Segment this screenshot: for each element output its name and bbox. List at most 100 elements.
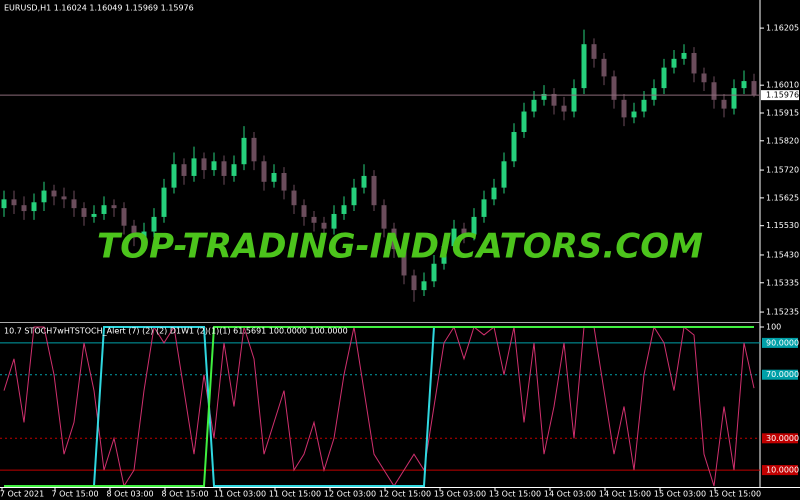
candle-body: [621, 99, 627, 118]
candle-body: [81, 208, 87, 217]
candle-body: [561, 105, 567, 112]
candle-body: [391, 228, 397, 250]
candle-body: [51, 190, 57, 197]
x-tick-label: 11 Oct 15:00: [269, 490, 321, 499]
time-axis: 7 Oct 2021 7 Oct 15:00 8 Oct 03:00 8 Oct 15…: [0, 487, 761, 499]
candle-body: [411, 275, 417, 291]
candle-body: [201, 158, 207, 171]
candle-body: [251, 137, 257, 162]
candle-body: [711, 82, 717, 100]
candle-body: [151, 216, 157, 232]
candle-body: [501, 161, 507, 188]
y-tick-label: 1.16010: [766, 81, 799, 90]
candle-body: [741, 81, 747, 89]
x-tick-label: 7 Oct 15:00: [51, 490, 98, 499]
candle-body: [671, 58, 677, 68]
candle-body: [61, 196, 67, 200]
x-tick-label: 12 Oct 03:00: [324, 490, 376, 499]
last-price-box: [761, 90, 799, 101]
y-tick-label: 1.15915: [766, 108, 799, 117]
x-tick-label: 8 Oct 15:00: [161, 490, 208, 499]
x-tick-label: 12 Oct 15:00: [379, 490, 431, 499]
last-price-label: 1.15976: [766, 91, 799, 100]
y-tick-label: 1.15625: [766, 193, 799, 202]
candle-body: [571, 88, 577, 112]
candle-body: [191, 158, 197, 176]
candle-body: [631, 111, 637, 118]
y-tick-label: 1.15235: [766, 308, 799, 317]
candle-body: [381, 205, 387, 229]
y-tick-label: 1.16205: [766, 24, 799, 33]
candle-body: [371, 175, 377, 206]
chart-title: EURUSD,H1 1.16024 1.16049 1.15969 1.1597…: [4, 4, 194, 13]
candle-body: [351, 187, 357, 206]
candle-body: [591, 44, 597, 59]
candle-body: [271, 173, 277, 182]
candle-body: [611, 76, 617, 100]
candle-body: [211, 161, 217, 171]
candle-body: [331, 213, 337, 229]
candle-body: [701, 73, 707, 83]
y-tick-label: 70.0000: [766, 370, 799, 379]
candle-body: [221, 161, 227, 176]
candle-body: [431, 263, 437, 282]
candle-body: [681, 52, 687, 59]
candle-body: [11, 199, 17, 206]
candle-body: [361, 175, 367, 188]
indicator-line: [4, 326, 754, 487]
x-tick-label: 14 Oct 15:00: [599, 490, 651, 499]
candle-body: [601, 58, 607, 77]
candle-body: [91, 213, 97, 217]
indicator-title: 10.7 STOCH7wHTSTOCH_Alert (7) (2) (2) D1…: [4, 327, 348, 336]
x-tick-label: 7 Oct 2021: [0, 490, 44, 499]
candle-body: [511, 132, 517, 162]
candle-body: [651, 88, 657, 100]
candle-body: [691, 52, 697, 74]
candle-body: [161, 187, 167, 217]
x-tick-label: 13 Oct 03:00: [434, 490, 486, 499]
candle-body: [41, 190, 47, 203]
x-tick-label: 8 Oct 03:00: [106, 490, 153, 499]
y-tick-label: 90.0000: [766, 338, 799, 347]
candle-body: [481, 199, 487, 217]
candle-body: [241, 137, 247, 165]
candle-body: [521, 111, 527, 133]
candle-body: [451, 228, 457, 247]
candle-body: [461, 228, 467, 235]
candle-body: [661, 67, 667, 89]
candle-body: [301, 205, 307, 217]
candle-body: [421, 281, 427, 291]
y-tick-label: 100: [766, 323, 781, 332]
x-tick-label: 13 Oct 15:00: [489, 490, 541, 499]
watermark: TOP-TRADING-INDICATORS.COM: [97, 227, 703, 267]
y-tick-label: 10.0000: [766, 466, 799, 475]
candle-body: [31, 202, 37, 212]
candle-body: [531, 99, 537, 112]
candle-body: [171, 164, 177, 188]
price-panel: 1.16205 1.16010 1.15915 1.15820 1.15720 1.156…: [0, 24, 799, 317]
y-tick-label: 30.0000: [766, 434, 799, 443]
candle-body: [101, 205, 107, 214]
candle-body: [131, 225, 137, 238]
candle-body: [291, 190, 297, 206]
candle-body: [311, 216, 317, 223]
level-label-bg: [762, 337, 798, 348]
candle-body: [491, 187, 497, 200]
candle-body: [641, 99, 647, 112]
x-tick-label: 11 Oct 03:00: [214, 490, 266, 499]
candle-body: [401, 249, 407, 276]
y-tick-label: 1.15820: [766, 136, 799, 145]
candle-body: [721, 99, 727, 109]
candle-body: [121, 208, 127, 226]
candle-body: [231, 164, 237, 176]
y-tick-label: 1.15720: [766, 166, 799, 175]
x-tick-label: 15 Oct 03:00: [654, 490, 706, 499]
y-tick-label: 1.15335: [766, 278, 799, 287]
candle-body: [341, 205, 347, 214]
candle-body: [21, 205, 27, 212]
candle-body: [71, 199, 77, 209]
candle-body: [281, 173, 287, 191]
candle-body: [181, 164, 187, 176]
candle-body: [261, 161, 267, 182]
candle-body: [141, 231, 147, 238]
